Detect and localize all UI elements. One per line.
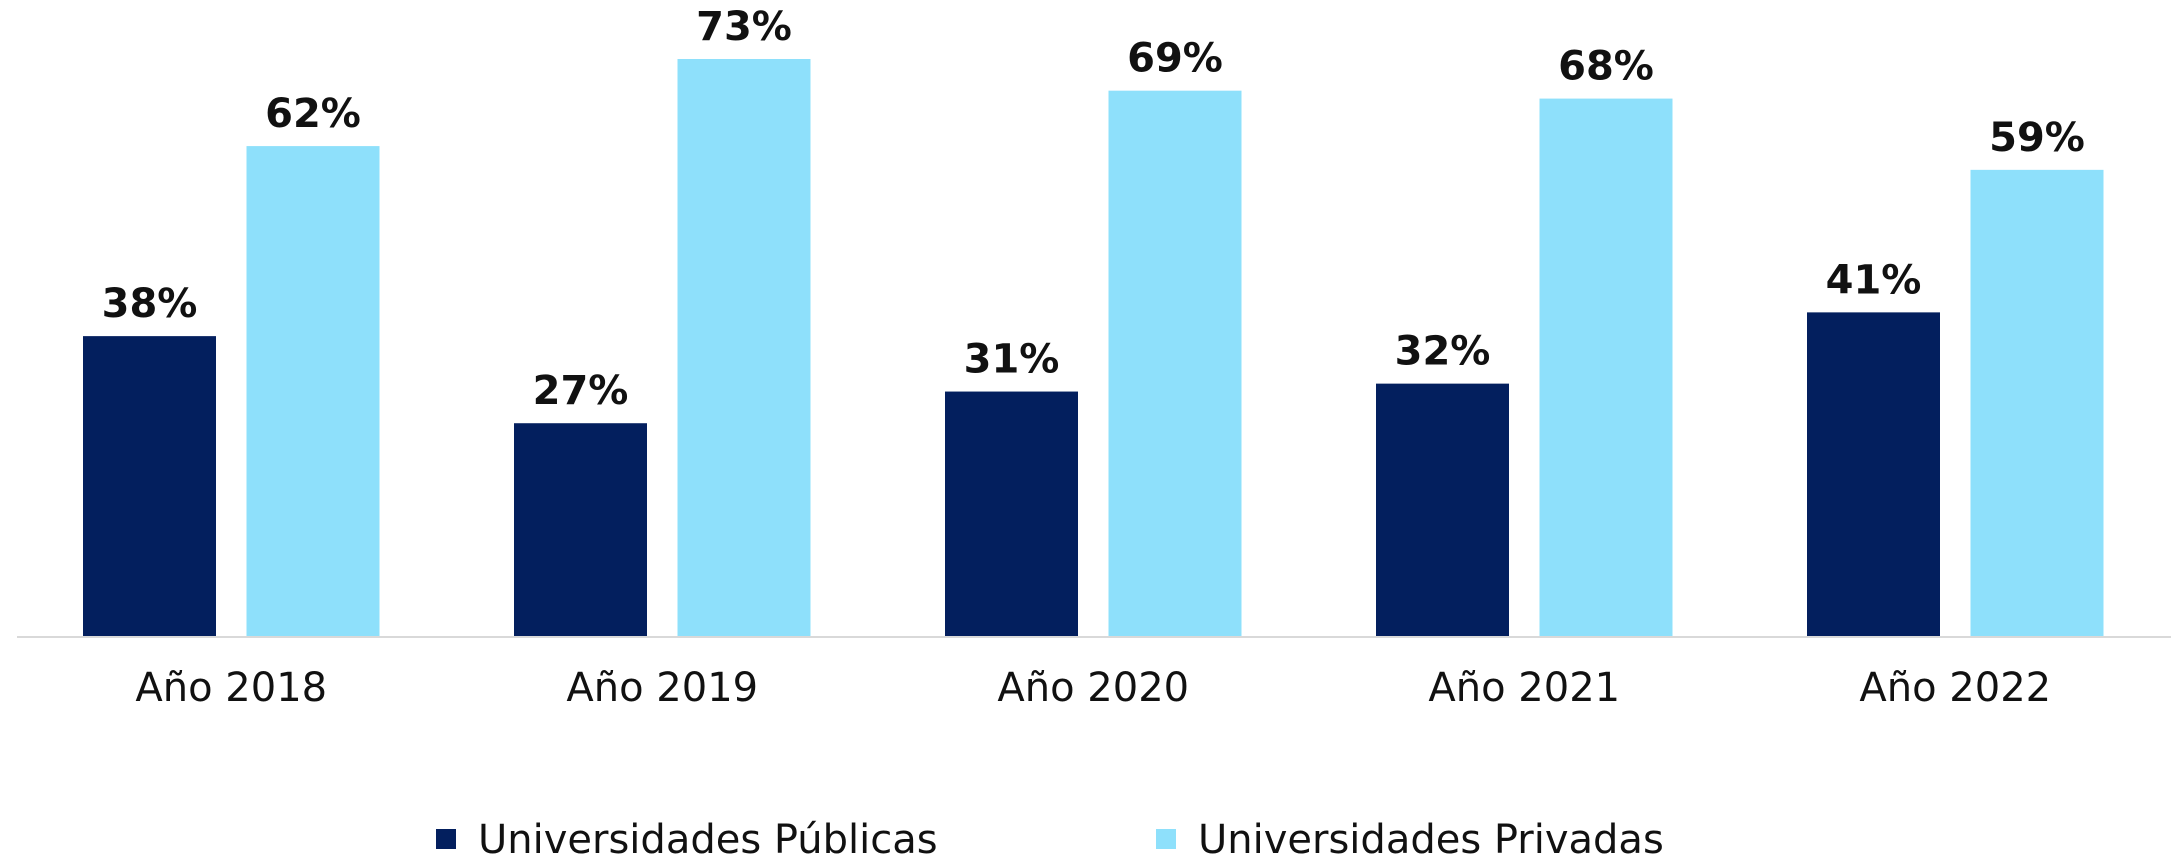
x-tick-label: Año 2018 xyxy=(135,665,327,711)
data-label: 59% xyxy=(1989,115,2085,161)
data-label: 69% xyxy=(1127,36,1223,82)
bar xyxy=(677,59,811,637)
x-tick-label: Año 2022 xyxy=(1859,665,2051,711)
data-label: 27% xyxy=(533,368,629,414)
data-label: 41% xyxy=(1826,257,1922,303)
bar xyxy=(1807,312,1940,637)
x-tick-label: Año 2019 xyxy=(566,665,758,711)
bar xyxy=(246,146,380,637)
bar xyxy=(945,391,1078,637)
data-label: 38% xyxy=(102,281,198,327)
legend-swatch xyxy=(436,829,456,849)
data-label: 62% xyxy=(265,91,361,137)
legend-label: Universidades Privadas xyxy=(1198,817,1664,863)
bar xyxy=(1539,98,1673,637)
legend-label: Universidades Públicas xyxy=(478,817,938,863)
data-label: 31% xyxy=(964,337,1060,383)
bar xyxy=(83,336,216,637)
bar xyxy=(1970,169,2104,638)
legend-swatch xyxy=(1156,829,1176,849)
data-label: 73% xyxy=(696,4,792,50)
bar xyxy=(1376,383,1509,637)
x-tick-label: Año 2020 xyxy=(997,665,1189,711)
bar xyxy=(514,423,647,637)
bar xyxy=(1108,90,1242,637)
x-tick-label: Año 2021 xyxy=(1428,665,1620,711)
data-label: 68% xyxy=(1558,44,1654,90)
data-label: 32% xyxy=(1395,329,1491,375)
